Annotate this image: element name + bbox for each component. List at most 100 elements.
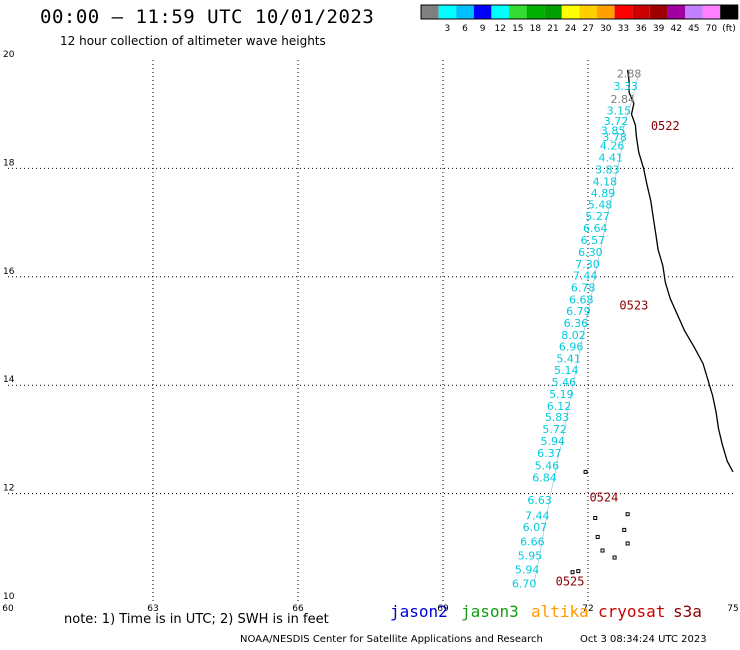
color-scale-label: 36 — [635, 24, 647, 34]
color-swatch — [579, 5, 597, 19]
lat-tick-label: 14 — [3, 375, 15, 385]
color-swatch — [544, 5, 562, 19]
wave-height-label: 6.12 — [547, 400, 572, 413]
color-swatch — [491, 5, 509, 19]
coastline — [626, 69, 734, 473]
wave-height-label: 6.36 — [564, 317, 589, 330]
color-scale-label: 27 — [582, 24, 593, 34]
lon-tick-label: 63 — [147, 604, 158, 614]
island — [600, 548, 605, 553]
wave-height-label: 6.78 — [571, 282, 596, 295]
wave-height-label: 3.83 — [595, 163, 620, 176]
lat-tick-label: 20 — [3, 50, 15, 60]
wave-height-label: 6.63 — [527, 494, 552, 507]
color-scale-label: 30 — [600, 24, 612, 34]
color-swatch — [614, 5, 633, 19]
color-swatch — [509, 5, 527, 19]
legend-altika: altika — [531, 602, 589, 621]
color-swatch — [473, 5, 492, 19]
color-scale-label: 3 — [445, 24, 451, 34]
footer-note: note: 1) Time is in UTC; 2) SWH is in fe… — [64, 612, 329, 627]
wave-height-label: 4.26 — [600, 140, 625, 153]
lat-tick-label: 16 — [3, 267, 15, 277]
wave-height-label: 4.18 — [593, 175, 618, 188]
wave-height-label: 5.14 — [554, 364, 579, 377]
wave-height-label: 5.27 — [585, 210, 610, 223]
legend-jason3: jason3 — [461, 602, 519, 621]
wave-height-label: 5.94 — [515, 563, 540, 576]
map-title: 00:00 – 11:59 UTC 10/01/2023 — [40, 6, 375, 28]
color-swatch — [526, 5, 545, 19]
color-swatch — [702, 5, 721, 19]
color-swatch — [667, 5, 685, 19]
color-swatch — [561, 5, 580, 19]
color-swatch — [597, 5, 615, 19]
wave-height-label: 6.70 — [512, 578, 537, 591]
time-label: 0524 — [589, 490, 618, 504]
wave-height-label: 6.64 — [583, 222, 608, 235]
wave-height-label: 5.19 — [549, 388, 574, 401]
wave-height-label: 6.66 — [520, 535, 545, 548]
footer-timestamp: Oct 3 08:34:24 UTC 2023 — [580, 634, 707, 645]
island — [593, 515, 598, 520]
wave-height-label: 3.72 — [604, 115, 629, 128]
color-swatch — [632, 5, 650, 19]
lon-tick-label: 66 — [292, 604, 304, 614]
wave-height-label: 3.15 — [607, 104, 632, 117]
island — [625, 541, 630, 546]
time-label: 0523 — [619, 299, 648, 313]
wave-height-label: 7.44 — [573, 270, 598, 283]
island — [570, 570, 575, 575]
island — [625, 512, 630, 517]
color-scale-label: 6 — [462, 24, 468, 34]
color-swatch — [438, 5, 457, 19]
wave-height-label: 7.30 — [575, 258, 600, 271]
wave-height-label: 2.84 — [611, 93, 636, 106]
island — [595, 534, 600, 539]
wave-height-label: 6.79 — [566, 305, 591, 318]
wave-height-label: 4.41 — [598, 152, 623, 165]
color-swatch — [685, 5, 703, 19]
wave-height-label: 4.89 — [591, 187, 616, 200]
color-scale-unit: (ft) — [722, 24, 736, 34]
lon-tick-label: 75 — [727, 604, 738, 614]
wave-height-label: 6.07 — [523, 521, 548, 534]
island — [622, 527, 627, 532]
color-scale-label: 24 — [565, 24, 577, 34]
color-swatch — [421, 5, 439, 19]
lat-tick-label: 18 — [3, 158, 15, 168]
lat-tick-label: 10 — [3, 592, 15, 602]
wave-height-label: 5.48 — [588, 199, 613, 212]
wave-height-label: 5.83 — [545, 411, 570, 424]
island — [576, 569, 581, 574]
island — [583, 469, 588, 474]
color-scale-label: 18 — [530, 24, 542, 34]
color-scale-label: 12 — [494, 24, 505, 34]
wave-height-label: 5.41 — [556, 353, 581, 366]
wave-height-label: 2.88 — [617, 68, 642, 81]
color-scale-label: 42 — [670, 24, 681, 34]
wave-height-label: 6.57 — [581, 234, 606, 247]
wave-height-label: 6.96 — [559, 341, 584, 354]
time-label: 0525 — [556, 574, 585, 588]
lon-tick-label: 72 — [582, 604, 593, 614]
legend-cryosat: cryosat — [598, 602, 666, 621]
lon-tick-label: 69 — [437, 604, 449, 614]
wave-height-label: 5.94 — [540, 435, 565, 448]
footer-credit: NOAA/NESDIS Center for Satellite Applica… — [240, 634, 543, 645]
wave-height-label: 8.02 — [561, 329, 586, 342]
wave-height-label: 6.84 — [532, 471, 557, 484]
wave-height-label: 6.37 — [537, 447, 562, 460]
color-swatch — [720, 5, 738, 19]
wave-height-label: 6.30 — [578, 246, 603, 259]
wave-height-label: 6.68 — [569, 294, 594, 307]
color-scale-label: 15 — [512, 24, 523, 34]
wave-height-label: 5.46 — [552, 376, 577, 389]
color-bar-frame — [420, 4, 739, 20]
wave-height-label: 3.33 — [613, 80, 638, 93]
island — [612, 555, 617, 560]
color-scale-label: 70 — [706, 24, 718, 34]
satellite-track — [533, 73, 639, 584]
wave-height-label: 5.95 — [518, 549, 543, 562]
